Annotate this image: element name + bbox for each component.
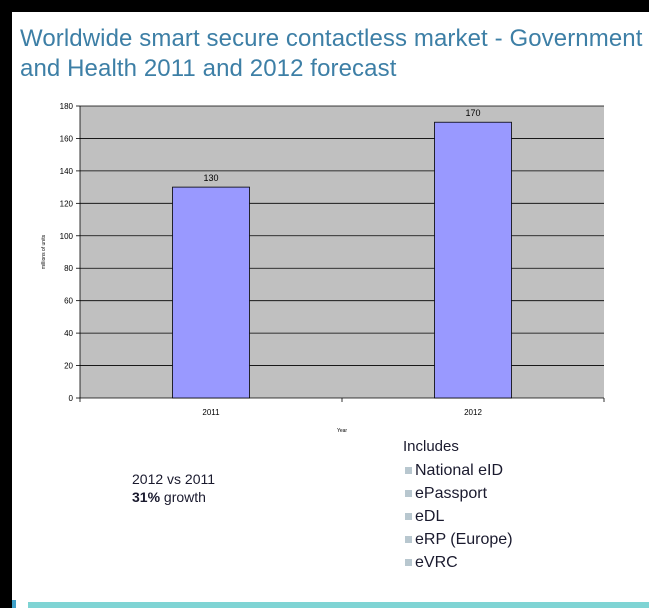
- comparison-text: 2012 vs 2011: [132, 471, 216, 487]
- includes-item: eVRC: [403, 551, 513, 574]
- growth-note: 2012 vs 2011 31% growth: [132, 470, 215, 506]
- includes-item-label: National eID: [415, 462, 504, 479]
- y-tick-label: 40: [64, 329, 73, 338]
- growth-text: 31% growth: [132, 488, 215, 506]
- bar: [434, 121, 512, 399]
- includes-item-label: eDL: [415, 508, 445, 525]
- includes-item-label: eRP (Europe): [415, 531, 513, 548]
- y-axis-label: millions of units: [41, 234, 47, 269]
- slide-title: Worldwide smart secure contactless marke…: [20, 25, 643, 82]
- includes-item: eRP (Europe): [403, 528, 513, 551]
- y-tick-label: 120: [60, 199, 74, 208]
- y-tick-label: 20: [64, 362, 73, 371]
- includes-heading: Includes: [403, 438, 459, 455]
- y-tick-label: 140: [60, 167, 74, 176]
- includes-list: Includes National eID ePassport eDL eRP (Eu…: [403, 437, 513, 574]
- footer-accent-dot: [12, 600, 16, 608]
- footer-accent-bar: [28, 602, 649, 608]
- y-tick-label: 180: [60, 102, 74, 111]
- x-axis-label: Year: [337, 428, 347, 434]
- y-tick-label: 80: [64, 264, 73, 273]
- includes-items: National eID ePassport eDL eRP (Europe) eVRC: [403, 459, 513, 574]
- includes-item: National eID: [403, 459, 513, 482]
- includes-item-label: ePassport: [415, 485, 488, 502]
- bullet-square-icon: [405, 490, 412, 497]
- bar: [172, 186, 250, 399]
- x-tick-label: 2012: [464, 408, 482, 417]
- plot-area: [80, 106, 604, 398]
- includes-item: ePassport: [403, 482, 513, 505]
- bullet-square-icon: [405, 467, 412, 474]
- includes-item-label: eVRC: [415, 554, 458, 571]
- data-label: 170: [465, 108, 480, 118]
- y-tick-label: 100: [60, 232, 74, 241]
- y-tick-label: 160: [60, 134, 74, 143]
- y-tick-label: 60: [64, 297, 73, 306]
- y-tick-label: 0: [69, 394, 74, 403]
- includes-item: eDL: [403, 505, 513, 528]
- bullet-square-icon: [405, 559, 412, 566]
- bullet-square-icon: [405, 536, 412, 543]
- bar-chart: 0 20 40 60 80 100 120 140 160 180 130 2011 170 2012 Ye…: [41, 102, 605, 434]
- growth-label: growth: [160, 489, 206, 505]
- x-tick-label: 2011: [202, 408, 220, 417]
- growth-value: 31%: [132, 489, 161, 505]
- data-label: 130: [203, 173, 218, 183]
- bullet-square-icon: [405, 513, 412, 520]
- slide: Worldwide smart secure contactless marke…: [12, 12, 649, 608]
